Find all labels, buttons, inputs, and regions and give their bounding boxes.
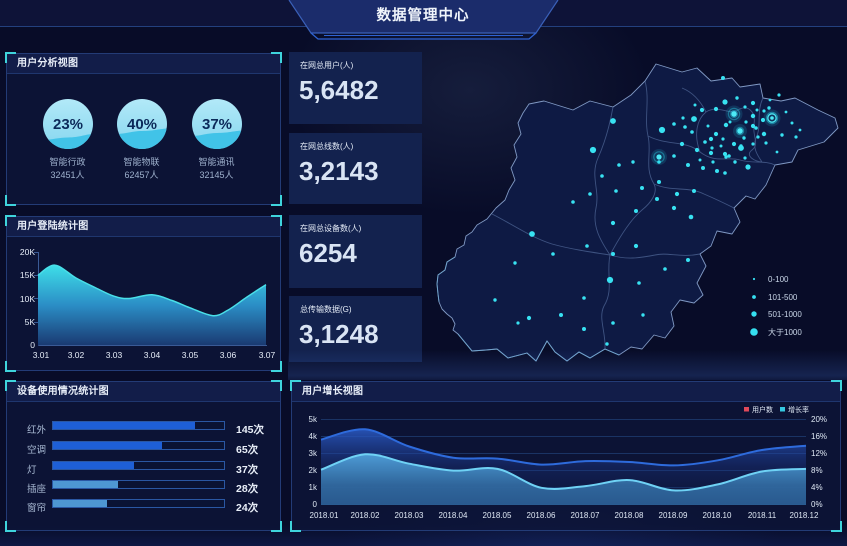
svg-text:3.06: 3.06 [220, 350, 237, 360]
svg-text:3.05: 3.05 [182, 350, 199, 360]
svg-text:20K: 20K [20, 247, 35, 257]
svg-text:501-1000: 501-1000 [768, 310, 802, 319]
svg-text:0-100: 0-100 [768, 275, 789, 284]
svg-text:用户数: 用户数 [752, 405, 773, 414]
svg-text:4%: 4% [811, 483, 823, 492]
svg-text:3.03: 3.03 [106, 350, 123, 360]
svg-text:101-500: 101-500 [768, 293, 798, 302]
svg-text:0: 0 [30, 340, 35, 350]
svg-text:2018.05: 2018.05 [483, 511, 512, 520]
svg-text:1k: 1k [309, 483, 318, 492]
svg-text:2018.06: 2018.06 [527, 511, 556, 520]
svg-text:大于1000: 大于1000 [768, 327, 802, 337]
svg-text:3.01: 3.01 [33, 350, 50, 360]
svg-text:2018.09: 2018.09 [659, 511, 688, 520]
svg-text:增长率: 增长率 [788, 405, 809, 414]
svg-text:3.07: 3.07 [259, 350, 276, 360]
svg-text:2018.07: 2018.07 [571, 511, 600, 520]
svg-text:20%: 20% [811, 415, 827, 424]
svg-text:3.02: 3.02 [68, 350, 85, 360]
svg-text:2018.12: 2018.12 [790, 511, 819, 520]
svg-text:2018.08: 2018.08 [615, 511, 644, 520]
svg-text:37%: 37% [201, 116, 231, 133]
svg-text:0%: 0% [811, 500, 823, 509]
svg-text:2018.03: 2018.03 [395, 511, 424, 520]
svg-text:40%: 40% [126, 116, 156, 133]
svg-text:2018.02: 2018.02 [351, 511, 380, 520]
svg-text:2018.10: 2018.10 [703, 511, 732, 520]
svg-text:10K: 10K [20, 294, 35, 304]
svg-text:12%: 12% [811, 449, 827, 458]
svg-text:23%: 23% [52, 116, 82, 133]
svg-text:0: 0 [313, 500, 318, 509]
svg-text:3k: 3k [309, 449, 318, 458]
svg-text:15K: 15K [20, 270, 35, 280]
svg-text:5K: 5K [25, 317, 36, 327]
svg-text:2k: 2k [309, 466, 318, 475]
svg-text:数据管理中心: 数据管理中心 [377, 6, 470, 24]
svg-text:5k: 5k [309, 415, 318, 424]
svg-text:16%: 16% [811, 432, 827, 441]
svg-text:2018.04: 2018.04 [439, 511, 468, 520]
svg-text:4k: 4k [309, 432, 318, 441]
svg-text:3.04: 3.04 [144, 350, 161, 360]
svg-text:2018.11: 2018.11 [748, 511, 777, 520]
svg-text:2018.01: 2018.01 [310, 511, 339, 520]
svg-text:8%: 8% [811, 466, 823, 475]
